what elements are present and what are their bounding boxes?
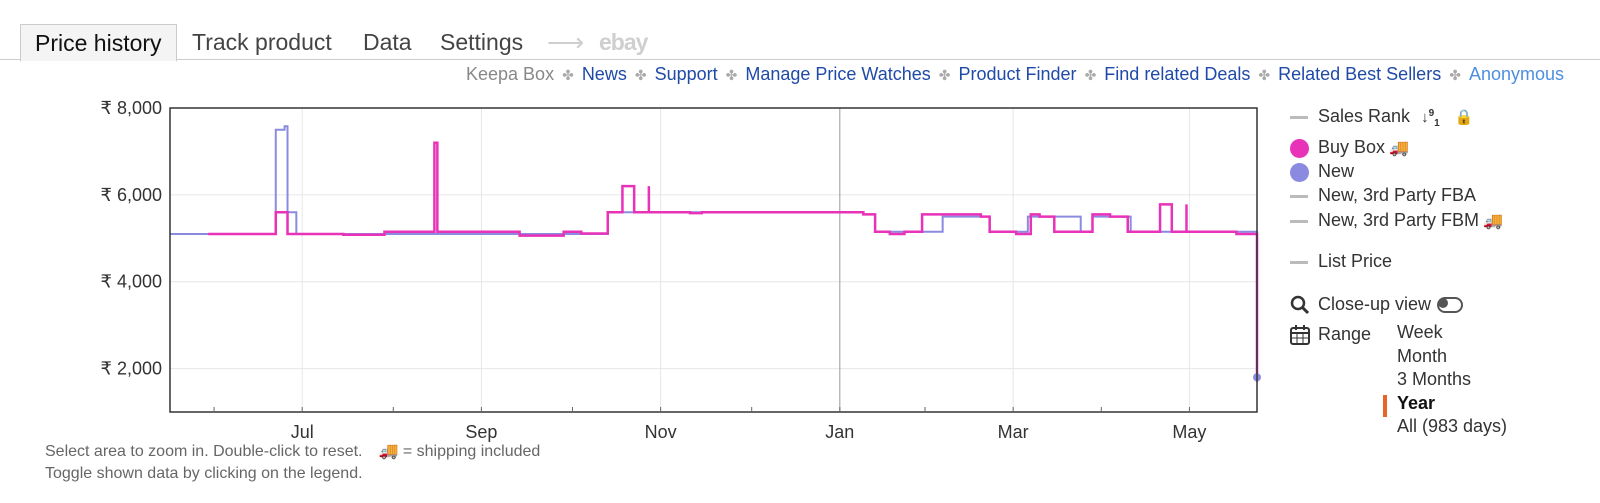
legend-line-swatch — [1290, 260, 1308, 264]
legend-label: Sales Rank — [1318, 106, 1411, 126]
link-product-finder[interactable]: Product Finder — [958, 64, 1077, 84]
link-related-best-sellers[interactable]: Related Best Sellers — [1278, 64, 1442, 84]
y-tick-label: ₹ 6,000 — [101, 185, 163, 205]
link-manage-price-watches[interactable]: Manage Price Watches — [745, 64, 931, 84]
legend-hint: Toggle shown data by clicking on the leg… — [45, 465, 363, 482]
range-option-month[interactable]: Month — [1397, 346, 1448, 366]
tab-bar: Price history Track product Data Setting… — [0, 24, 1600, 62]
link-support[interactable]: Support — [654, 64, 718, 84]
zoom-hint: Select area to zoom in. Double-click to … — [45, 443, 363, 460]
legend-label: Buy Box — [1318, 137, 1386, 157]
lock-icon: 🔒 — [1454, 109, 1474, 126]
link-keepa-box[interactable]: Keepa Box — [466, 64, 555, 84]
separator-icon: ✤ — [1449, 67, 1461, 83]
legend-label: New, 3rd Party FBM — [1318, 210, 1480, 230]
series-line-buy-box — [208, 141, 1259, 382]
chart-grid — [170, 107, 1257, 412]
legend-line-swatch — [1290, 194, 1308, 198]
range-option-3-months[interactable]: 3 Months — [1397, 369, 1472, 389]
separator-icon: ✤ — [562, 67, 574, 83]
range-option-year[interactable]: Year — [1383, 393, 1436, 417]
calendar-icon — [1290, 325, 1310, 346]
legend-dot-swatch — [1290, 162, 1309, 182]
legend-new-fbm[interactable]: New, 3rd Party FBM 🚚 — [1290, 208, 1503, 232]
legend-list-price[interactable]: List Price — [1290, 249, 1392, 273]
closeup-label: Close-up view — [1318, 294, 1432, 314]
legend-label: List Price — [1318, 251, 1393, 271]
x-tick-label: Mar — [998, 422, 1029, 442]
legend-new-fba[interactable]: New, 3rd Party FBA — [1290, 183, 1476, 207]
x-tick-label: Sep — [465, 422, 497, 442]
toggle-switch[interactable] — [1437, 297, 1464, 314]
sort-icon: ↓91 — [1421, 108, 1440, 129]
arrow-right-icon: ⟶ — [547, 27, 585, 57]
separator-icon: ✤ — [634, 67, 647, 83]
range-option-all[interactable]: All (983 days) — [1397, 416, 1508, 436]
tab-price-history[interactable]: Price history — [20, 24, 177, 62]
range-row: Range — [1290, 322, 1371, 346]
truck-icon: 🚚 — [378, 443, 399, 460]
search-icon — [1290, 296, 1310, 315]
legend-line-swatch — [1290, 219, 1308, 223]
tab-track-product[interactable]: Track product — [192, 29, 332, 55]
x-tick-label: Jul — [291, 422, 314, 442]
legend-new[interactable]: New — [1290, 159, 1354, 183]
y-tick-label: ₹ 2,000 — [101, 359, 163, 379]
shipping-note: = shipping included — [402, 443, 541, 460]
selected-range-marker — [1383, 395, 1387, 417]
legend-dot-swatch — [1290, 138, 1309, 158]
legend-label: New, 3rd Party FBA — [1318, 185, 1477, 205]
series-line-new — [170, 125, 1258, 378]
tab-baseline — [0, 59, 1600, 60]
plot-area-border — [169, 107, 1258, 413]
legend-line-swatch — [1290, 115, 1308, 119]
separator-icon: ✤ — [1258, 67, 1271, 83]
tab-ebay[interactable]: ebay — [599, 29, 648, 55]
separator-icon: ✤ — [938, 67, 951, 83]
link-anonymous[interactable]: Anonymous — [1468, 64, 1564, 84]
link-news[interactable]: News — [581, 64, 627, 84]
range-option-year-label: Year — [1397, 393, 1436, 413]
truck-icon: 🚚 — [1389, 140, 1409, 157]
links-bar: Keepa Box ✤ News ✤ Support ✤ Manage Price Watc… — [466, 64, 1564, 85]
y-tick-label: ₹ 4,000 — [101, 272, 163, 292]
closeup-view-toggle[interactable]: Close-up view — [1290, 292, 1464, 316]
separator-icon: ✤ — [1084, 67, 1097, 83]
tab-settings[interactable]: Settings — [440, 29, 524, 55]
separator-icon: ✤ — [725, 67, 738, 83]
legend-buy-box[interactable]: Buy Box 🚚 — [1290, 135, 1409, 159]
price-history-chart[interactable]: ₹ 2,000 ₹ 4,000 ₹ 6,000 ₹ 8,000 Jul Sep Nov Jan… — [0, 90, 1270, 450]
truck-icon: 🚚 — [1483, 213, 1503, 230]
link-find-related-deals[interactable]: Find related Deals — [1104, 64, 1251, 84]
range-option-week[interactable]: Week — [1397, 322, 1443, 342]
x-tick-label: Jan — [825, 422, 854, 442]
chart-axes: ₹ 2,000 ₹ 4,000 ₹ 6,000 ₹ 8,000 Jul Sep Nov Jan… — [101, 98, 1207, 442]
x-tick-label: May — [1172, 422, 1206, 442]
tab-data[interactable]: Data — [363, 29, 412, 55]
x-tick-label: Nov — [645, 422, 677, 442]
chart-notes: Select area to zoom in. Double-click to … — [45, 441, 540, 485]
range-label: Range — [1318, 324, 1372, 344]
legend-label: New — [1318, 161, 1355, 181]
y-tick-label: ₹ 8,000 — [101, 98, 163, 118]
chart-series — [170, 125, 1261, 382]
legend-sales-rank[interactable]: Sales Rank ↓91 🔒 — [1290, 102, 1474, 129]
